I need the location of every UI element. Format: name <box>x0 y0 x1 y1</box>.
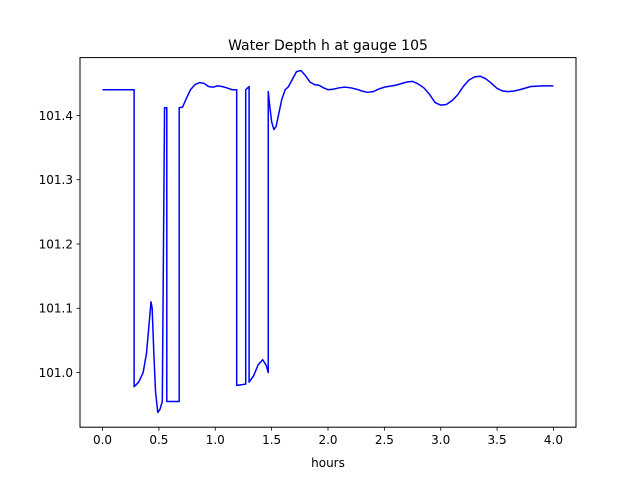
x-tick-label: 4.0 <box>544 433 563 447</box>
y-axis-ticks: 101.0 101.1 101.2 101.3 101.4 <box>39 109 80 380</box>
x-axis-label: hours <box>311 456 345 470</box>
x-tick-label: 1.0 <box>206 433 225 447</box>
series-line-0 <box>102 69 554 414</box>
x-tick-label: 1.5 <box>262 433 281 447</box>
x-tick-label: 3.0 <box>431 433 450 447</box>
plot-layer <box>102 69 554 414</box>
x-tick-label: 2.0 <box>318 433 337 447</box>
x-tick-label: 3.5 <box>488 433 507 447</box>
chart-title: Water Depth h at gauge 105 <box>228 38 428 54</box>
y-tick-label: 101.4 <box>39 109 73 123</box>
y-tick-label: 101.3 <box>39 173 73 187</box>
x-axis-ticks: 0.0 0.5 1.0 1.5 2.0 2.5 3.0 3.5 4.0 <box>93 427 563 447</box>
y-tick-label: 101.1 <box>39 302 73 316</box>
x-tick-label: 0.0 <box>93 433 112 447</box>
x-tick-label: 2.5 <box>375 433 394 447</box>
plot-area-frame <box>79 57 577 428</box>
y-tick-label: 101.2 <box>39 237 73 251</box>
x-tick-label: 0.5 <box>149 433 168 447</box>
y-tick-label: 101.0 <box>39 366 73 380</box>
